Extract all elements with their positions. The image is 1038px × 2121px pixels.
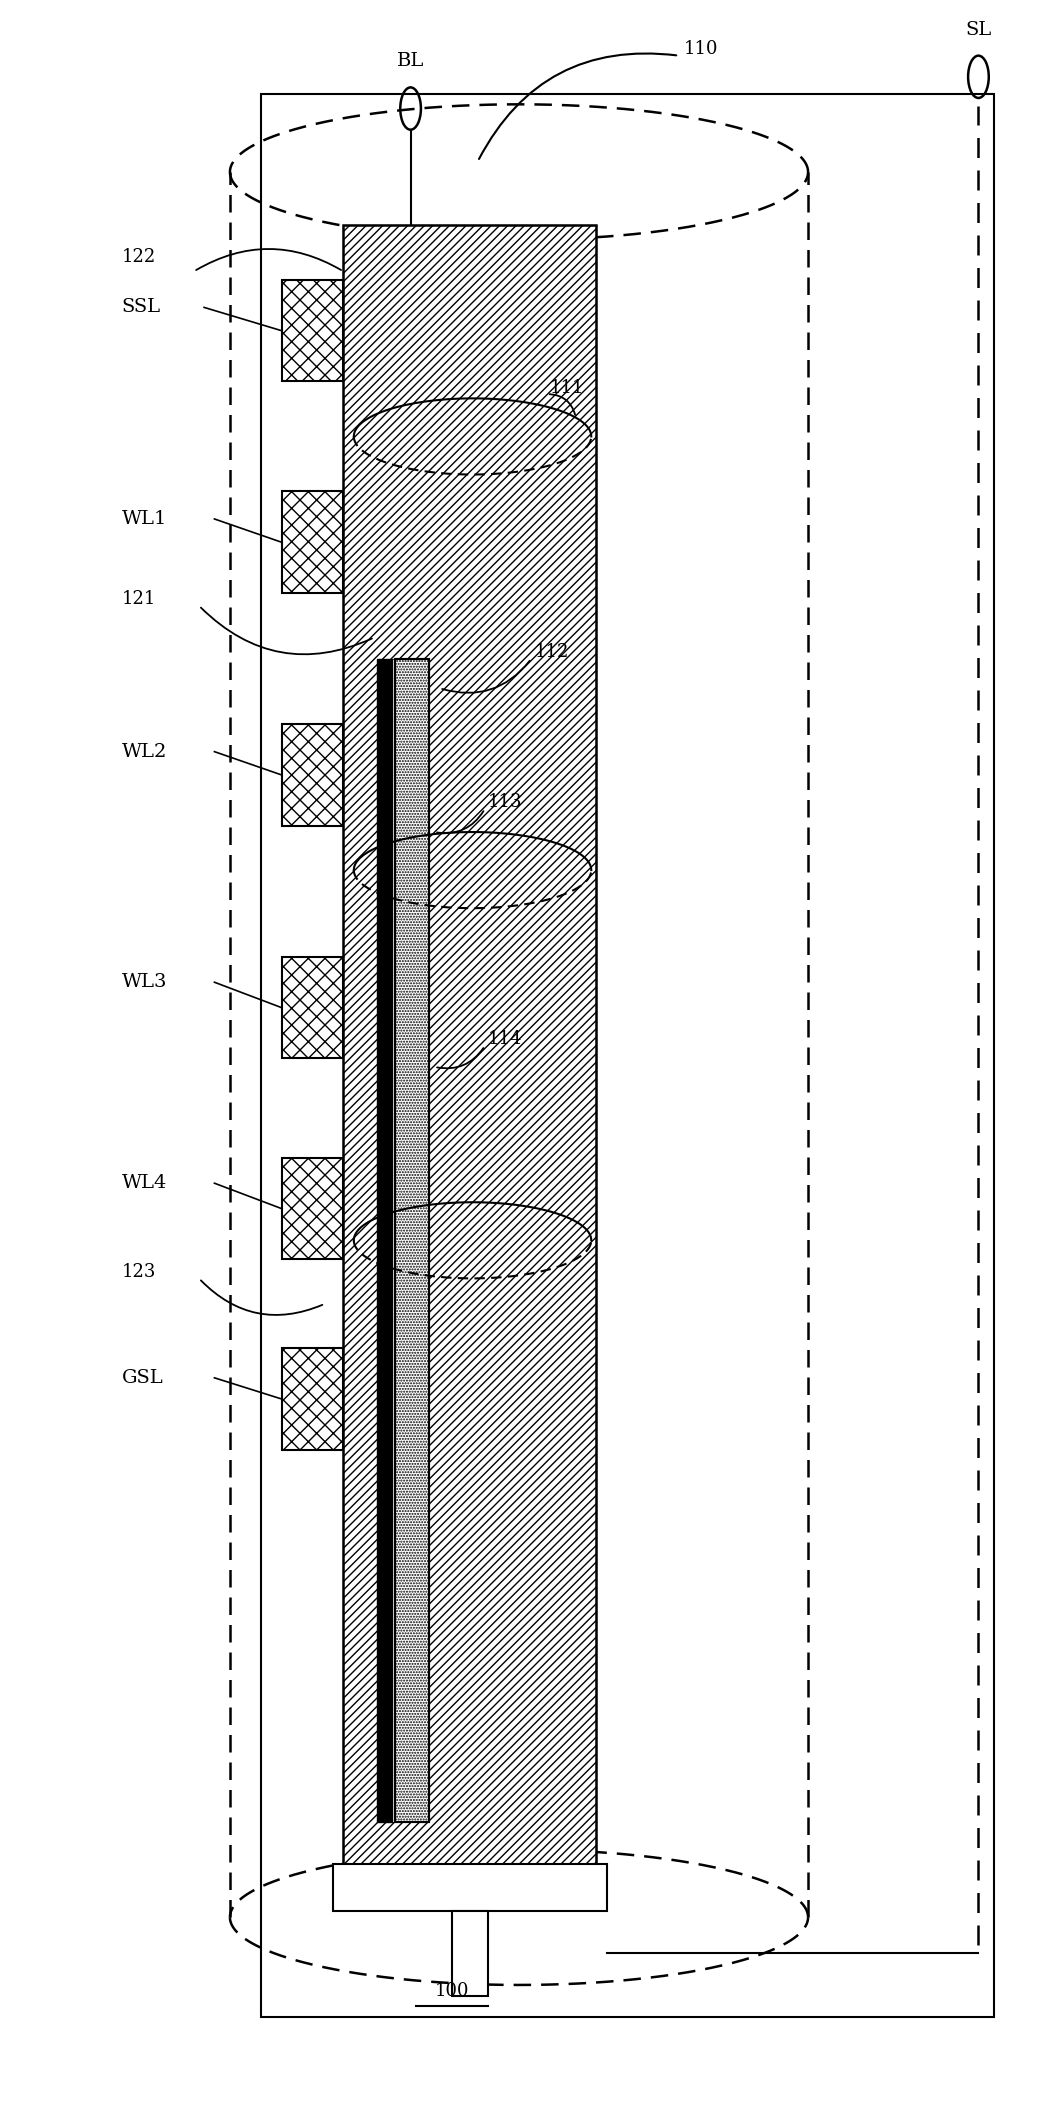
Bar <box>281 492 344 594</box>
Bar <box>261 93 994 2017</box>
Text: SL: SL <box>965 21 991 38</box>
Text: WL1: WL1 <box>121 509 167 528</box>
Text: 110: 110 <box>684 40 718 57</box>
Text: 123: 123 <box>121 1262 156 1281</box>
Bar <box>395 658 429 1822</box>
Text: GSL: GSL <box>121 1368 163 1387</box>
Text: 122: 122 <box>121 248 156 265</box>
Bar <box>281 280 344 382</box>
Text: 113: 113 <box>488 793 522 812</box>
Bar <box>344 225 597 1875</box>
Bar <box>344 225 597 1875</box>
Text: 111: 111 <box>550 380 584 397</box>
Bar <box>389 658 395 1822</box>
Bar <box>395 658 429 1822</box>
Text: WL2: WL2 <box>121 742 167 761</box>
Bar <box>281 492 344 594</box>
Bar <box>377 658 392 1822</box>
Bar <box>281 280 344 382</box>
Bar <box>281 723 344 825</box>
Bar <box>281 1349 344 1451</box>
Text: WL4: WL4 <box>121 1175 167 1192</box>
Bar <box>281 723 344 825</box>
Text: SSL: SSL <box>121 299 161 316</box>
Bar <box>281 1158 344 1260</box>
Bar <box>383 658 389 1822</box>
Text: 121: 121 <box>121 590 156 609</box>
Bar <box>377 658 395 1822</box>
Bar <box>281 957 344 1058</box>
Bar <box>395 658 429 1822</box>
Bar <box>281 957 344 1058</box>
Bar <box>281 1158 344 1260</box>
Text: BL: BL <box>397 53 425 70</box>
Bar <box>452 1911 488 1996</box>
Text: 112: 112 <box>535 643 569 662</box>
Text: 100: 100 <box>435 1983 469 2000</box>
Bar <box>281 1349 344 1451</box>
Bar <box>333 1864 607 1911</box>
Text: WL3: WL3 <box>121 974 167 991</box>
Text: 114: 114 <box>488 1031 522 1048</box>
